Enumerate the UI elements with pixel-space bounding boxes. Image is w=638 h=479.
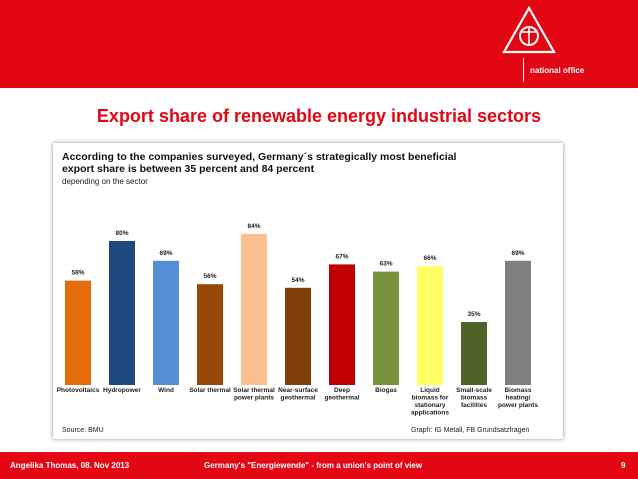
slide-title: Export share of renewable energy industr… [96,106,542,126]
bar [241,233,267,385]
bar [373,271,399,385]
bar [285,287,311,385]
bar-value-label: 56% [203,273,216,280]
category-label: Solar thermal power plants [233,387,275,402]
chart-source: Source: BMU [62,427,104,434]
chart-title: According to the companies surveyed, Ger… [62,151,456,175]
office-label: national office [530,66,585,75]
bar-value-label: 69% [511,250,524,257]
bar [329,264,355,385]
category-label: Liquid biomass for stationary applications [411,387,449,417]
footer-talk-title: Germany's "Energiewende" - from a union'… [204,461,423,470]
category-label: Small-scale biomass facilities [456,387,492,409]
bar [153,260,179,385]
category-label: Solar thermal [189,387,231,394]
bar [461,322,487,385]
bar-value-label: 35% [467,311,480,318]
bar [417,266,443,385]
chart-title-line: export share is between 35 percent and 8… [62,163,315,175]
chart-subtitle: depending on the sector [62,177,148,186]
header-divider [523,58,524,82]
bar-value-label: 80% [115,230,128,237]
footer-bar [0,452,638,479]
category-label: Biomass heating/power plants [498,387,538,409]
category-label: Near-surface geothermal [278,387,318,402]
bar [505,260,531,385]
bar-value-label: 69% [159,250,172,257]
bar [197,284,223,385]
bar [65,280,91,385]
category-label: Photovoltaics [57,387,100,394]
category-label: Wind [158,387,174,394]
bar-value-label: 67% [335,253,348,260]
chart-credit: Graph: IG Metall, FB Grundsatzfragen [411,427,530,434]
bar-value-label: 66% [423,255,436,262]
page-number: 9 [621,461,626,470]
category-label: Biogas [375,387,397,394]
bar-value-label: 58% [71,270,84,277]
bar-value-label: 54% [291,277,304,284]
chart-title-line: According to the companies surveyed, Ger… [62,151,457,163]
ig-metall-logo-icon [502,6,556,54]
bar-chart: 58% Photovoltaics 80% Hydropower 69% Wind 56% S… [57,223,539,417]
bar [109,241,135,385]
category-label: Deep geothermal [324,387,359,402]
bar-value-label: 63% [379,261,392,268]
category-label: Hydropower [103,387,141,394]
bar-value-label: 84% [247,223,260,230]
footer-author-date: Angelika Thomas, 08. Nov 2013 [10,461,130,470]
